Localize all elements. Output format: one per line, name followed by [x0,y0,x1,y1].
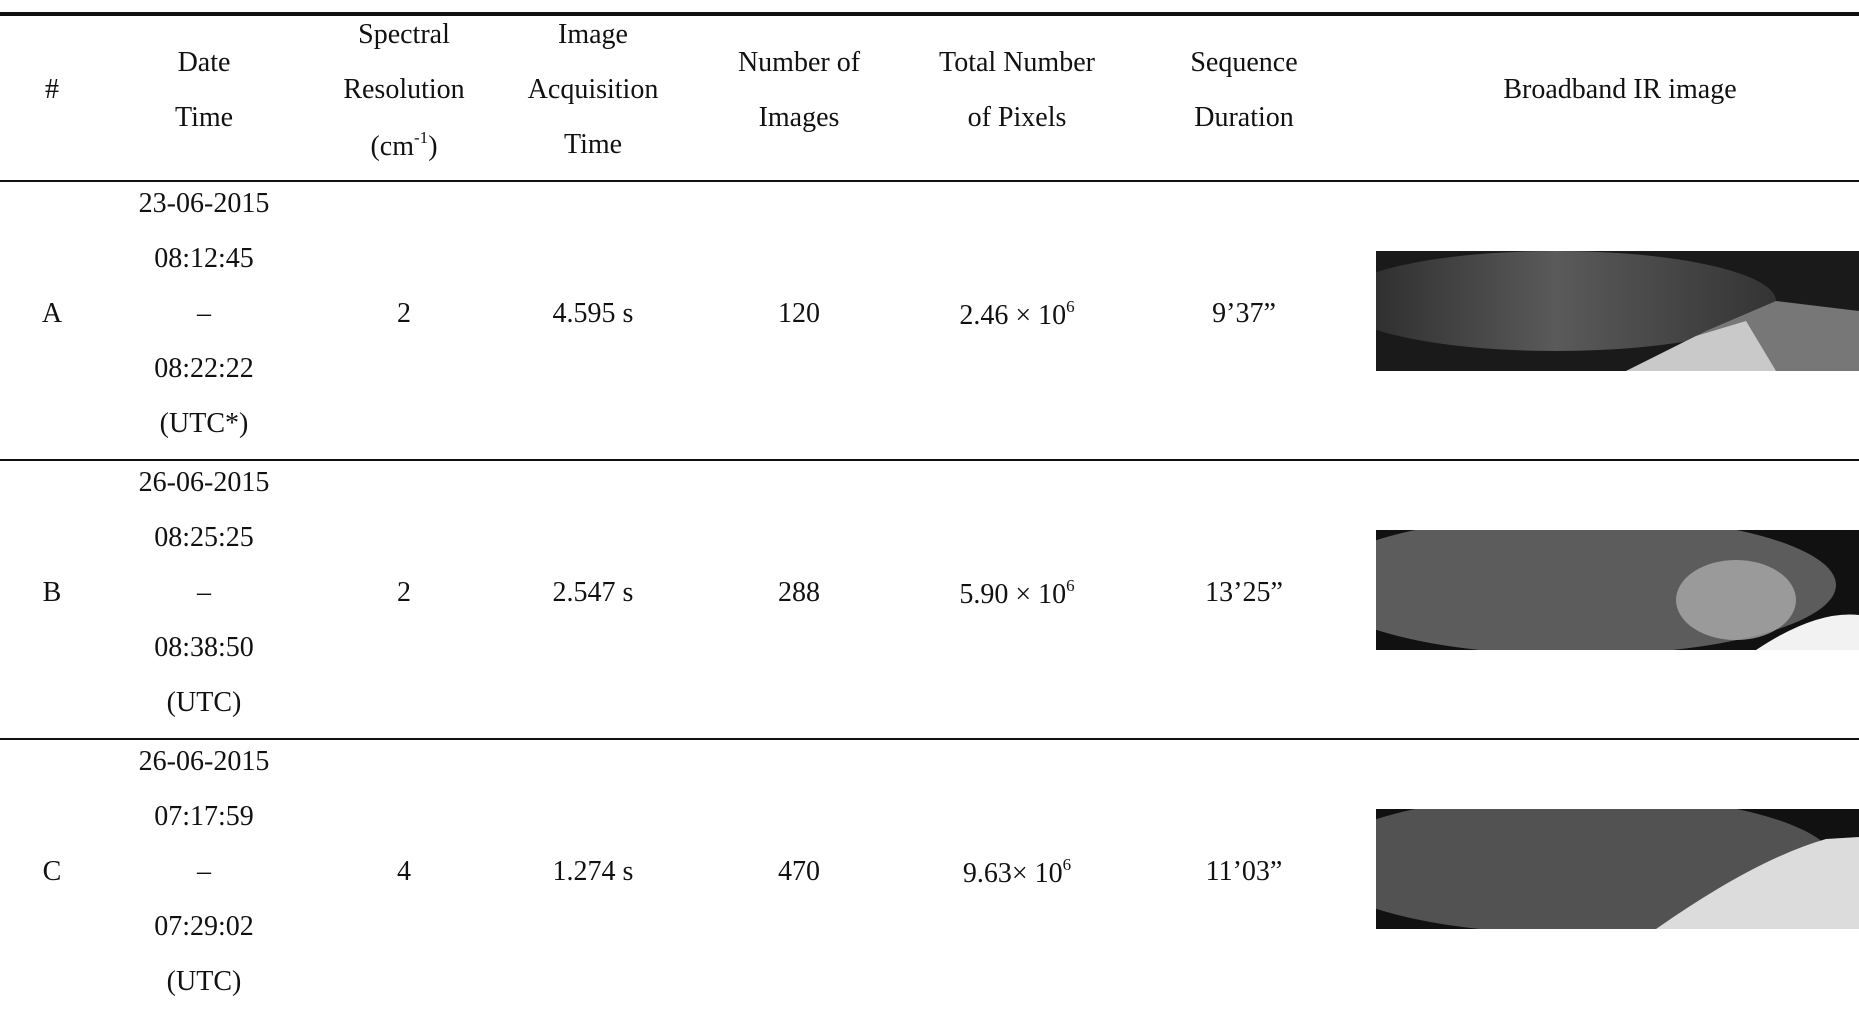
date-time: 07:29:02 [154,911,254,942]
date-time: 26-06-2015 [138,467,270,498]
date-time: (UTC) [166,687,242,718]
date-time: 07:17:59 [154,801,254,832]
total-pixels: 5.90 × 106 [959,577,1074,609]
top-rule [0,12,1859,16]
number-of-images: 288 [778,577,820,608]
row-rule [0,738,1859,740]
acquisition-time: 4.595 s [552,298,634,329]
header-cell: of Pixels [967,101,1067,133]
number-of-images: 470 [778,856,820,887]
date-time: – [197,298,211,329]
spectral-resolution: 4 [397,856,411,887]
header-cell: Duration [1194,101,1294,133]
date-time: 26-06-2015 [138,746,270,777]
header-cell: Total Number [939,46,1095,78]
header-cell-tail: ) [428,131,438,162]
date-time: 23-06-2015 [138,188,270,219]
header-rule [0,180,1859,182]
header-cell: Time [563,129,623,160]
header-cell: Spectral [358,19,450,50]
row-id: C [42,856,62,887]
ir-image [1376,530,1859,650]
total-pixels-text: 5.90 × 10 [959,579,1067,610]
date-time: (UTC) [166,966,242,997]
date-time: 08:12:45 [154,243,254,274]
header-cell: Acquisition [527,74,659,105]
date-time: – [197,856,211,887]
total-pixels-sup: 6 [1066,576,1075,595]
total-pixels: 2.46 × 106 [959,298,1074,330]
ir-image [1376,251,1859,371]
total-pixels-text: 9.63× 10 [962,858,1063,889]
header-cell-sup: -1 [414,128,429,147]
sequence-duration: 11’03” [1205,856,1283,887]
acquisition-time: 2.547 s [552,577,634,608]
number-of-images: 120 [778,298,820,329]
total-pixels-sup: 6 [1066,297,1075,316]
date-time: (UTC*) [159,408,249,439]
row-rule [0,459,1859,461]
header-cell: Resolution [343,74,465,105]
spectral-resolution: 2 [397,298,411,329]
header-cell: Broadband IR image [1503,74,1737,105]
sequence-duration: 9’37” [1212,298,1276,329]
ir-image [1376,809,1859,929]
date-time: 08:38:50 [154,632,254,663]
header-cell-text: (cm [370,131,415,162]
sequence-duration: 13’25” [1205,577,1283,608]
header-cell: Image [558,19,628,50]
date-time: 08:22:22 [154,353,254,384]
total-pixels-sup: 6 [1062,855,1072,874]
header-cell: Date [177,46,231,78]
row-id: B [42,577,62,608]
total-pixels: 9.63× 106 [963,856,1071,888]
header-cell: Time [174,101,234,133]
header-cell: # [45,74,59,105]
spectral-resolution: 2 [397,577,411,608]
row-id: A [41,298,63,329]
acquisition-time: 1.274 s [552,856,634,887]
header-cell: (cm-1) [370,129,437,161]
header-cell: Sequence [1190,46,1298,78]
header-cell: Images [758,101,840,133]
header-cell: Number of [737,46,861,78]
total-pixels-text: 2.46 × 10 [959,300,1067,331]
date-time: – [197,577,211,608]
date-time: 08:25:25 [154,522,254,553]
